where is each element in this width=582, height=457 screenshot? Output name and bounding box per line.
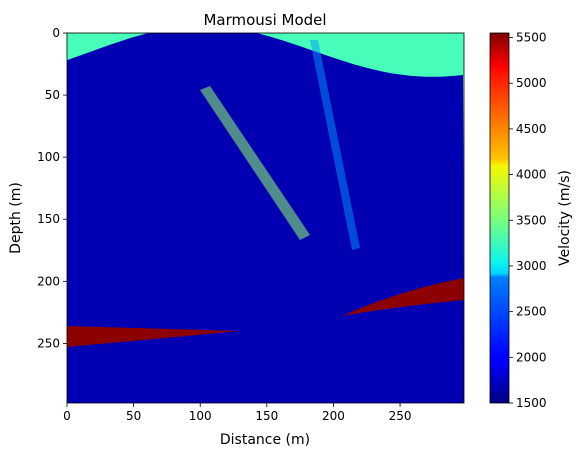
chart-title: Marmousi Model: [203, 11, 326, 29]
x-tick-label: 200: [322, 409, 345, 423]
y-tick-label: 100: [37, 150, 60, 164]
x-axis-ticks: 0 50 100 150 200 250: [63, 403, 412, 423]
colorbar-tick-label: 4500: [516, 122, 547, 136]
x-tick-label: 0: [63, 409, 71, 423]
colorbar-tick-label: 3500: [516, 213, 547, 227]
colorbar-tick-label: 5500: [516, 31, 547, 45]
plot-area: [67, 33, 464, 403]
y-tick-label: 0: [52, 26, 60, 40]
colorbar-ticks: 1500 2000 2500 3000 3500 4000 4500 5000 5500: [509, 31, 547, 410]
x-axis-label: Distance (m): [220, 432, 310, 448]
colorbar: [489, 32, 510, 404]
plot-frame: [66, 32, 465, 404]
x-tick-label: 250: [389, 409, 412, 423]
x-tick-label: 100: [189, 409, 212, 423]
colorbar-tick-label: 3000: [516, 259, 547, 273]
velocity-layer: [67, 33, 464, 403]
colorbar-tick-label: 2000: [516, 350, 547, 364]
colorbar-tick-label: 5000: [516, 76, 547, 90]
velocity-field: [67, 33, 464, 403]
y-tick-label: 50: [45, 88, 60, 102]
y-tick-label: 150: [37, 212, 60, 226]
colorbar-tick-label: 4000: [516, 168, 547, 182]
high-velocity-wedge-right: [342, 278, 464, 316]
y-axis-label: Depth (m): [8, 182, 24, 254]
fault-streak: [310, 40, 360, 250]
y-tick-label: 250: [37, 336, 60, 350]
colorbar-tick-label: 2500: [516, 305, 547, 319]
fault-streak: [200, 86, 310, 240]
high-velocity-wedge-left: [67, 326, 240, 347]
x-tick-label: 150: [255, 409, 278, 423]
y-tick-label: 200: [37, 274, 60, 288]
colorbar-label: Velocity (m/s): [557, 170, 573, 266]
colorbar-tick-label: 1500: [516, 396, 547, 410]
x-tick-label: 50: [126, 409, 141, 423]
y-axis-ticks: 0 50 100 150 200 250: [37, 26, 67, 350]
